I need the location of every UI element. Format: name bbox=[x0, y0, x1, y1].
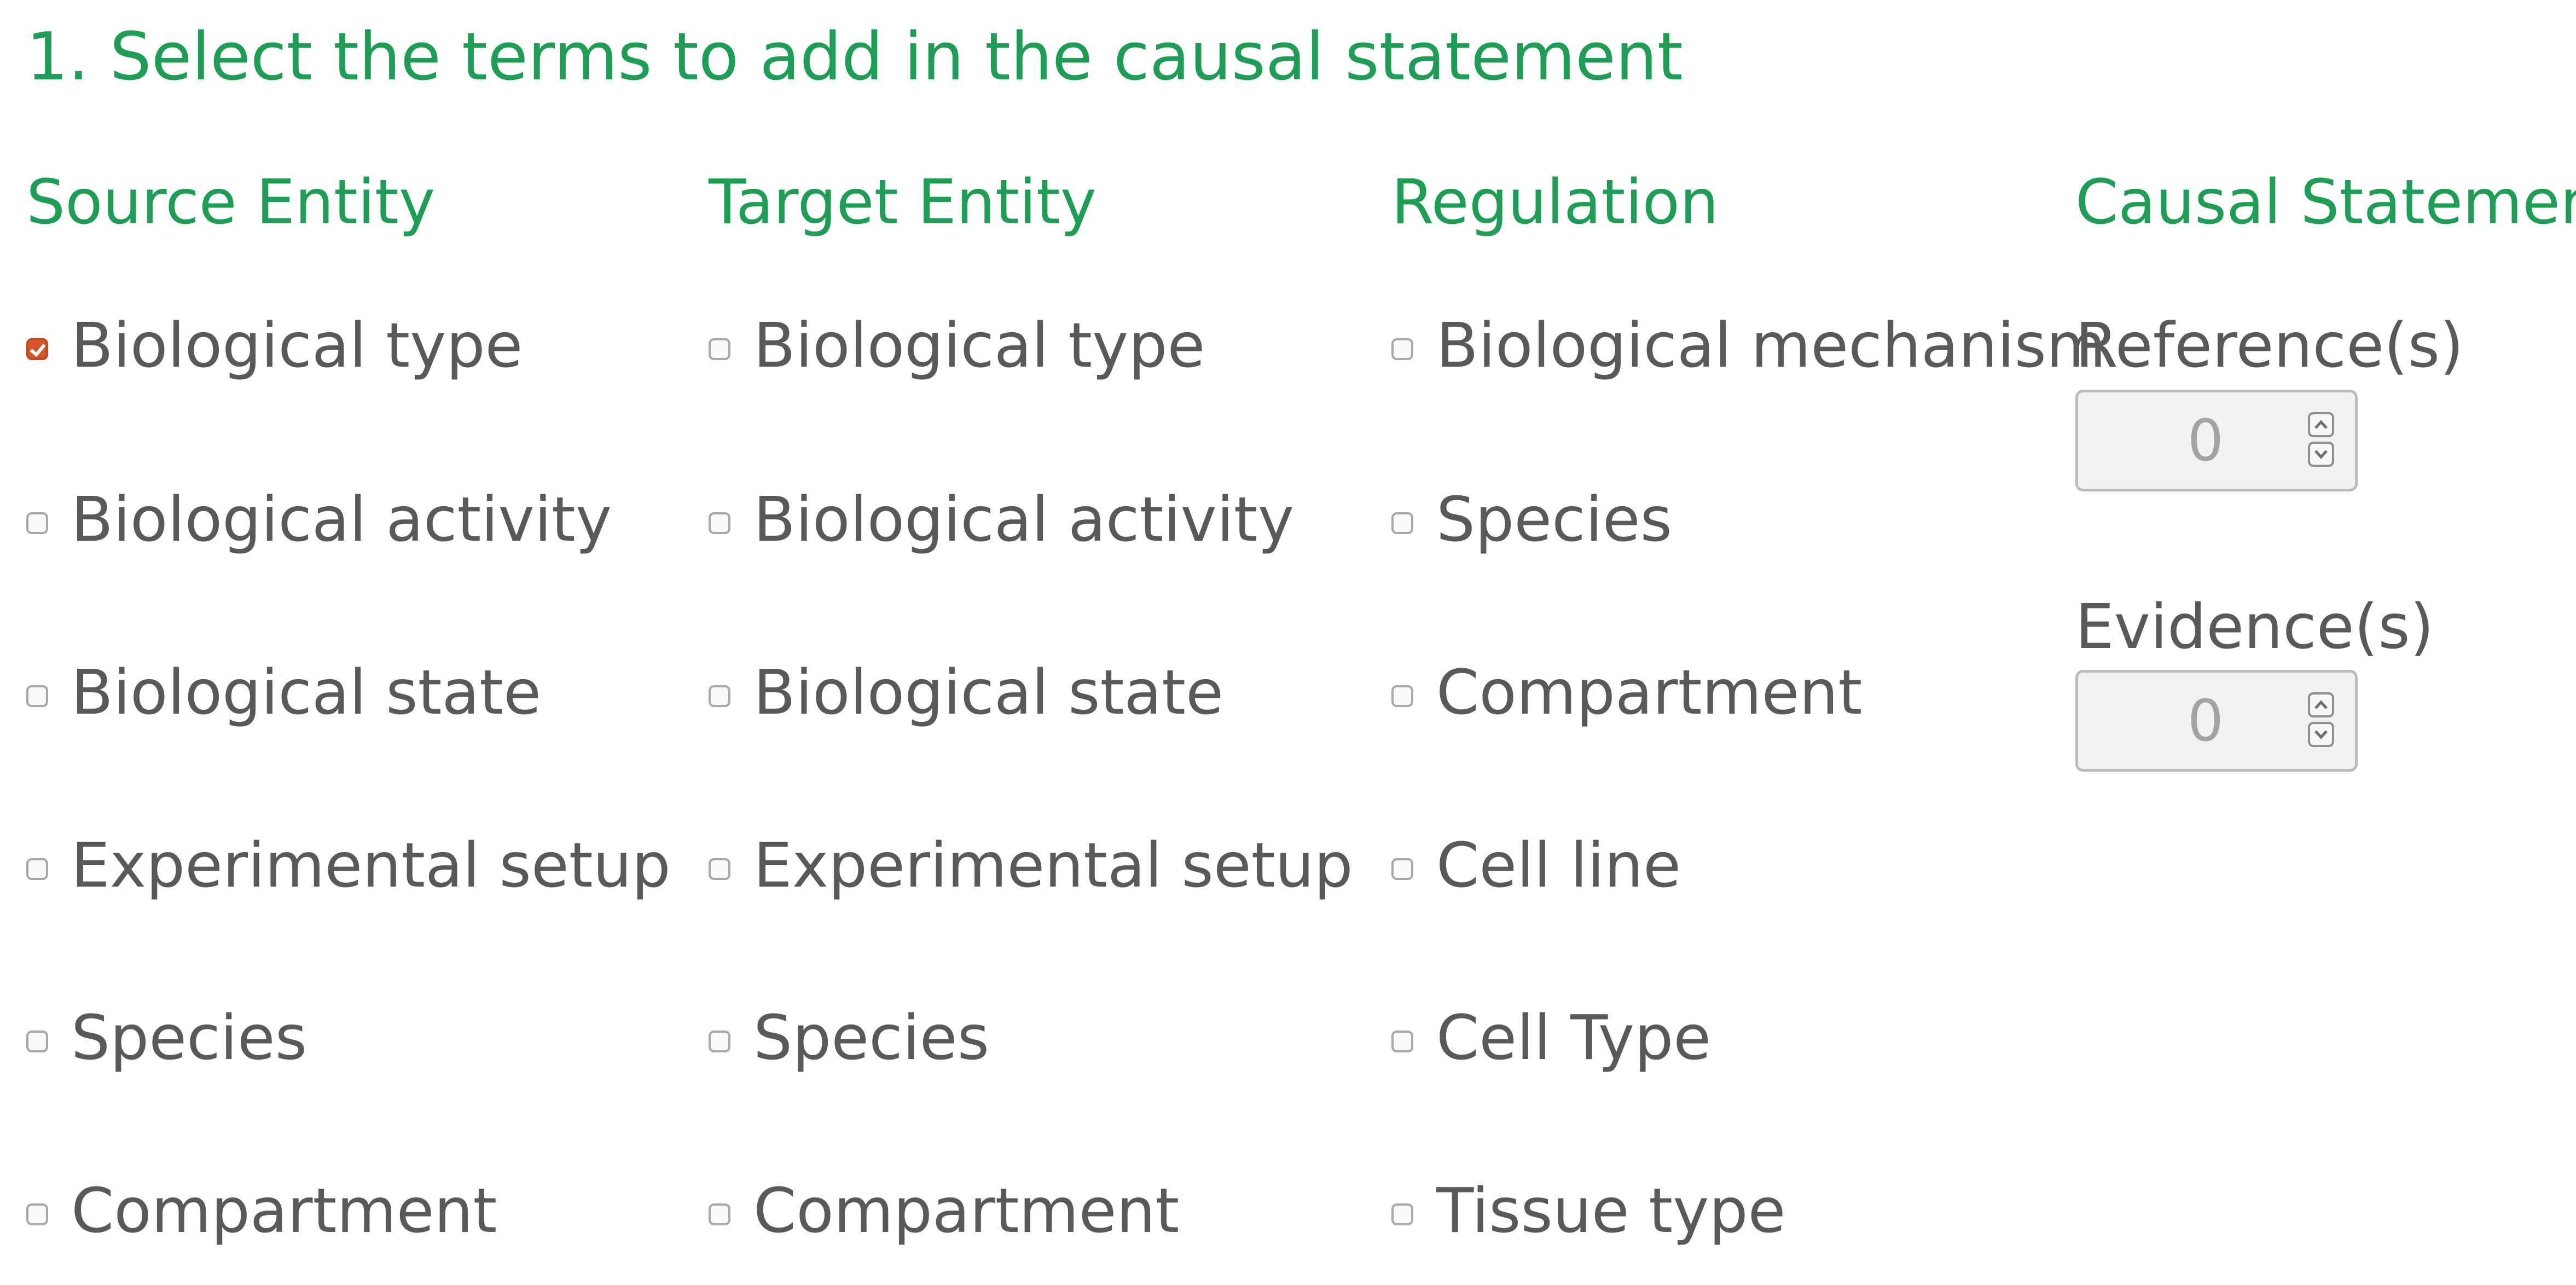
references-spinner bbox=[2308, 412, 2334, 469]
option-label: Experimental setup bbox=[71, 830, 671, 901]
regulation-cell-line-checkbox[interactable] bbox=[1391, 858, 1413, 880]
option-label: Compartment bbox=[1436, 657, 1863, 728]
page-title: 1. Select the terms to add in the causal… bbox=[26, 19, 1683, 95]
option-label: Biological state bbox=[753, 657, 1223, 728]
regulation-option-compartment[interactable]: Compartment bbox=[1391, 652, 1862, 734]
evidences-label: Evidence(s) bbox=[2075, 592, 2434, 663]
source-experimental-setup-checkbox[interactable] bbox=[26, 858, 48, 880]
target-biological-type-checkbox[interactable] bbox=[709, 338, 730, 360]
option-label: Biological mechanism bbox=[1436, 310, 2107, 381]
option-label: Biological activity bbox=[71, 484, 612, 555]
target-biological-activity-checkbox[interactable] bbox=[709, 512, 730, 534]
source-option-biological-type[interactable]: Biological type bbox=[26, 305, 523, 387]
regulation-option-cell-type[interactable]: Cell Type bbox=[1391, 997, 1711, 1079]
source-option-experimental-setup[interactable]: Experimental setup bbox=[26, 825, 671, 907]
decrement-icon[interactable] bbox=[2308, 722, 2334, 747]
regulation-cell-type-checkbox[interactable] bbox=[1391, 1031, 1413, 1052]
option-label: Compartment bbox=[71, 1176, 497, 1247]
target-entity-column: Target Entity Biological type Biological… bbox=[709, 164, 1365, 1281]
target-option-compartment[interactable]: Compartment bbox=[709, 1170, 1179, 1252]
option-label: Biological activity bbox=[753, 484, 1295, 555]
source-biological-type-checkbox[interactable] bbox=[26, 338, 48, 360]
regulation-option-tissue-type[interactable]: Tissue type bbox=[1391, 1170, 1785, 1252]
target-option-biological-activity[interactable]: Biological activity bbox=[709, 479, 1294, 561]
source-option-biological-state[interactable]: Biological state bbox=[26, 652, 541, 734]
target-entity-header: Target Entity bbox=[709, 167, 1097, 238]
source-biological-state-checkbox[interactable] bbox=[26, 685, 48, 707]
regulation-tissue-type-checkbox[interactable] bbox=[1391, 1203, 1413, 1225]
option-label: Species bbox=[1436, 484, 1673, 555]
option-label: Biological type bbox=[71, 310, 523, 381]
references-value: 0 bbox=[2187, 407, 2224, 474]
source-compartment-checkbox[interactable] bbox=[26, 1203, 48, 1225]
target-option-biological-type[interactable]: Biological type bbox=[709, 305, 1205, 387]
option-label: Species bbox=[753, 1003, 990, 1074]
option-label: Experimental setup bbox=[753, 830, 1353, 901]
increment-icon[interactable] bbox=[2308, 412, 2334, 437]
evidences-spinner bbox=[2308, 692, 2334, 749]
increment-icon[interactable] bbox=[2308, 692, 2334, 717]
regulation-option-cell-line[interactable]: Cell line bbox=[1391, 825, 1681, 907]
regulation-header: Regulation bbox=[1391, 167, 1719, 238]
option-label: Biological state bbox=[71, 657, 541, 728]
references-number-input[interactable]: 0 bbox=[2075, 390, 2358, 491]
option-label: Tissue type bbox=[1436, 1176, 1786, 1247]
target-option-biological-state[interactable]: Biological state bbox=[709, 652, 1223, 734]
target-compartment-checkbox[interactable] bbox=[709, 1203, 730, 1225]
regulation-option-species[interactable]: Species bbox=[1391, 479, 1672, 561]
references-label: Reference(s) bbox=[2075, 310, 2464, 381]
target-species-checkbox[interactable] bbox=[709, 1031, 730, 1052]
regulation-option-biological-mechanism[interactable]: Biological mechanism bbox=[1391, 305, 2106, 387]
source-entity-column: Source Entity Biological type Biological… bbox=[26, 164, 683, 1281]
regulation-biological-mechanism-checkbox[interactable] bbox=[1391, 338, 1413, 360]
evidences-number-input[interactable]: 0 bbox=[2075, 670, 2358, 772]
option-label: Species bbox=[71, 1003, 308, 1074]
source-biological-activity-checkbox[interactable] bbox=[26, 512, 48, 534]
causal-statement-header: Causal Statement bbox=[2075, 167, 2576, 238]
target-option-species[interactable]: Species bbox=[709, 997, 989, 1079]
source-entity-header: Source Entity bbox=[26, 167, 436, 238]
regulation-column: Regulation Biological mechanism Species … bbox=[1391, 164, 2106, 1281]
source-option-biological-activity[interactable]: Biological activity bbox=[26, 479, 612, 561]
causal-statement-column: Causal Statement Reference(s) 0 Evidence… bbox=[2075, 164, 2576, 821]
source-option-compartment[interactable]: Compartment bbox=[26, 1170, 497, 1252]
option-label: Cell Type bbox=[1436, 1003, 1711, 1074]
source-species-checkbox[interactable] bbox=[26, 1031, 48, 1052]
option-label: Cell line bbox=[1436, 830, 1681, 901]
decrement-icon[interactable] bbox=[2308, 442, 2334, 467]
regulation-compartment-checkbox[interactable] bbox=[1391, 685, 1413, 707]
option-label: Biological type bbox=[753, 310, 1205, 381]
target-option-experimental-setup[interactable]: Experimental setup bbox=[709, 825, 1353, 907]
option-label: Compartment bbox=[753, 1176, 1180, 1247]
target-experimental-setup-checkbox[interactable] bbox=[709, 858, 730, 880]
target-biological-state-checkbox[interactable] bbox=[709, 685, 730, 707]
evidences-value: 0 bbox=[2187, 687, 2224, 754]
regulation-species-checkbox[interactable] bbox=[1391, 512, 1413, 534]
source-option-species[interactable]: Species bbox=[26, 997, 307, 1079]
